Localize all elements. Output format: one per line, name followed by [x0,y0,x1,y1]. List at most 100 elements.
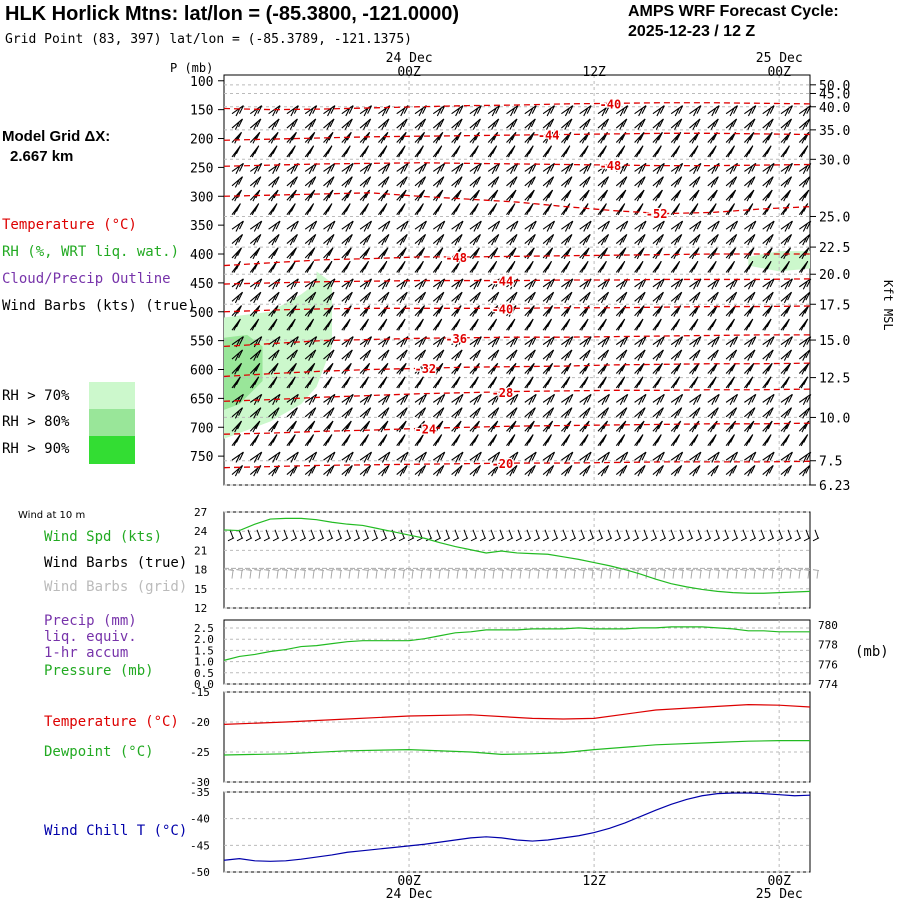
wind-barb [689,162,702,175]
wind-barb [798,189,810,202]
wind-barb [396,376,406,389]
wind-barb [652,464,664,477]
wind-barb [377,434,388,447]
wind-barb [652,162,665,175]
wind-barb [451,291,463,304]
wind10m-grid-barb [614,569,622,579]
wind-barb [561,118,573,130]
wind-barb [634,176,646,188]
wind-barb [524,376,534,389]
wind-barb [725,349,738,361]
wind-barb [743,131,755,144]
wind10m-grid-barb [551,569,559,579]
wind-barb [725,189,737,202]
wind-barb [359,318,370,331]
temp-contour-6 [223,305,811,313]
wind-barb [744,336,757,348]
wind-barb [231,349,244,361]
wind-barb [377,305,389,317]
wind-barb [396,203,406,216]
wind-barb [615,145,626,158]
wind-barb [542,260,553,273]
wind-barb [780,336,793,348]
wind10m-barb [281,529,289,542]
wind-barb [780,376,790,389]
wind-barb [780,145,790,158]
wind10m-grid-barb [506,569,514,579]
wind-barb [414,349,427,361]
top-time-label: 00Z [767,65,791,80]
wind-barb [634,349,646,361]
wind-barb [689,349,701,361]
p-tick-label-450: 450 [190,277,213,292]
wind-barb [707,278,720,290]
wind-barb [359,451,373,463]
wind10m-grid-barb [254,569,262,579]
wind-barb [634,260,644,273]
wind-barb [249,318,260,331]
wind-barb [707,407,719,419]
wind-barb [286,145,296,158]
wind-barb [341,203,351,216]
wind-barb [396,145,406,158]
wind-barb [414,464,427,477]
wind-barb [707,318,717,331]
legend-rh80-swatch [89,409,135,436]
wind-barb [469,189,480,202]
wind-barb [231,420,243,433]
wind-barb [359,434,370,447]
wind-barb [506,203,516,216]
wind-barb [249,451,263,463]
wind-barb [414,291,427,304]
wind-barb [469,305,480,317]
wind-barb [615,291,628,304]
wind-barb [487,407,500,419]
wind-barb [725,145,736,158]
wind-barb [487,176,500,188]
wind-barb [707,162,720,175]
wind-barb [542,233,555,246]
wind-barb [487,464,500,477]
rh-region-1 [224,334,263,410]
wind-barb [524,203,534,216]
wind-barb [432,260,443,273]
wind10m-barb [614,529,622,542]
wind-barb [249,336,263,348]
wind-barb [304,176,317,188]
wind-barb [689,118,701,130]
wind-barb [506,131,517,144]
wind-barb [323,220,336,232]
wind-barb [762,464,774,477]
wind-barb [597,336,610,348]
wind-barb [469,393,482,406]
wind10m-barb [263,529,271,542]
wind-barb [615,451,629,463]
wind-barb [542,105,556,117]
wind-barb [542,407,555,419]
wind-barb [432,349,445,361]
wind-barb [615,434,626,447]
wind-barb [341,162,354,175]
wind-barb [432,434,443,447]
p-tick-label-550: 550 [190,335,213,350]
wind-barb [689,464,701,477]
wind-barb [359,233,372,246]
wind-barb [744,349,756,361]
wind10m-grid-barb [263,569,271,579]
wind10m-grid-barb [758,569,766,579]
wind-barb [268,376,278,389]
wind-barb [506,349,518,361]
wind10m-grid-barb [749,569,757,579]
wind10m-grid-barb [704,569,712,579]
wind-barb [652,451,665,463]
kft-tick-label: 45.0 [819,87,850,102]
wind-barb [378,118,390,130]
precip-tick-label: 2.0 [194,633,214,646]
wind10m-barb [434,529,442,542]
wind-barb [634,434,644,447]
wind10m-grid-barb [533,569,541,579]
wind-barb [323,105,336,117]
wind-barb [762,376,772,389]
windchill-tick-label: -50 [190,866,210,879]
wind-barb [249,407,262,419]
